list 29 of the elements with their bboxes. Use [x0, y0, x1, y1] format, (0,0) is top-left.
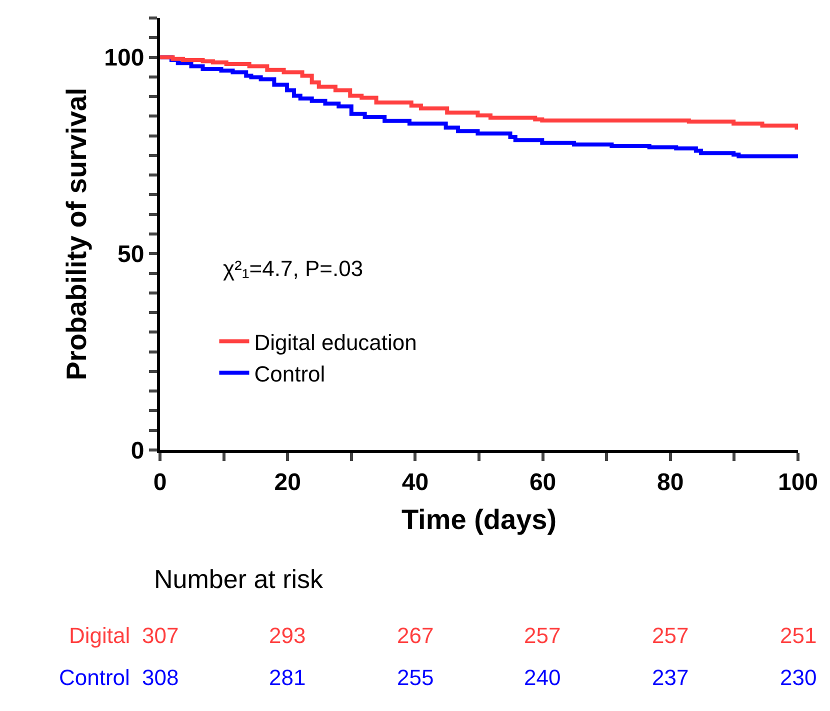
- text: 307: [142, 623, 179, 648]
- text: 237: [652, 665, 689, 690]
- text: Digital: [69, 623, 130, 648]
- text: 257: [524, 623, 561, 648]
- x-tick-label: 60: [529, 468, 556, 496]
- x-tick-label: 20: [274, 468, 301, 496]
- y-tick-label: 100: [104, 44, 144, 72]
- text: 257: [652, 623, 689, 648]
- text: 255: [397, 665, 434, 690]
- x-tick-label: 0: [153, 468, 167, 496]
- text: 281: [269, 665, 306, 690]
- y-tick-label: 0: [130, 437, 144, 464]
- text: 230: [780, 665, 817, 690]
- text: Number at risk: [154, 564, 324, 594]
- legend-label: Control: [254, 361, 326, 386]
- text: 251: [780, 623, 817, 648]
- text: Control: [59, 665, 130, 690]
- text: 293: [269, 623, 306, 648]
- x-tick-label: 100: [778, 468, 818, 496]
- text: 240: [524, 665, 561, 690]
- text: 267: [397, 623, 434, 648]
- y-axis-title: Probability of survival: [60, 88, 92, 380]
- y-tick-label: 50: [117, 241, 144, 268]
- x-axis-title: Time (days): [401, 504, 557, 535]
- x-tick-label: 80: [657, 468, 684, 496]
- legend-label: Digital education: [254, 330, 417, 355]
- text: 308: [142, 665, 179, 690]
- x-tick-label: 40: [402, 468, 429, 496]
- annotation: χ²₁=4.7, P=.03: [223, 256, 364, 281]
